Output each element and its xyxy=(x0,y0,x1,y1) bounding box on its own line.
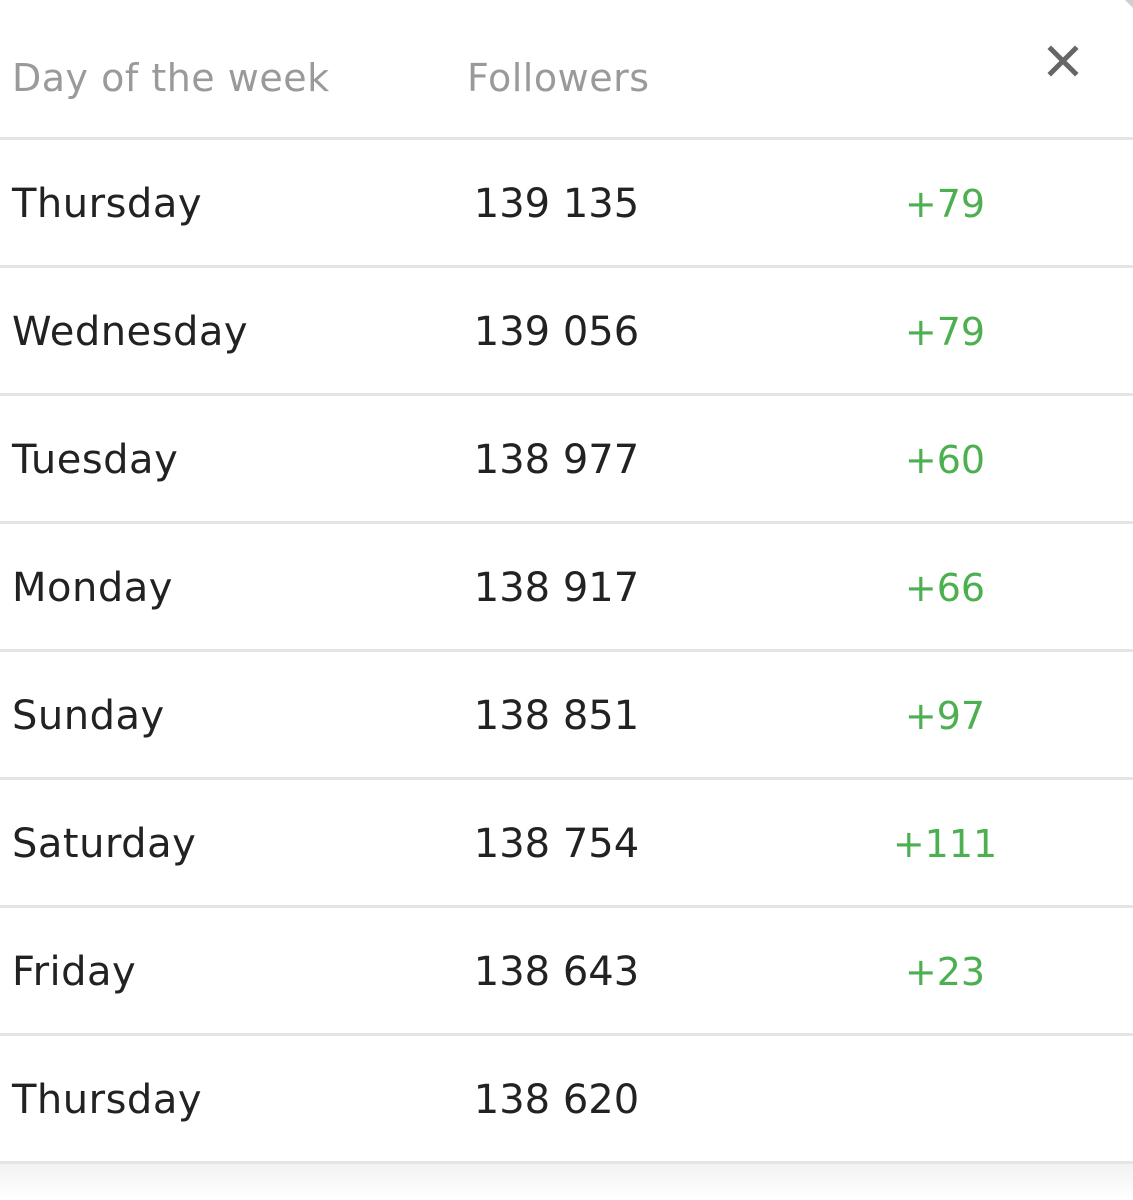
day-cell: Tuesday xyxy=(12,437,179,483)
table-header: Day of the week Followers xyxy=(0,0,1133,140)
close-button[interactable] xyxy=(1040,40,1086,86)
bottom-shadow xyxy=(0,1164,1133,1200)
close-icon xyxy=(1047,45,1079,77)
followers-cell: 138 620 xyxy=(0,1036,1113,1164)
change-cell xyxy=(870,1036,1020,1164)
day-cell: Thursday xyxy=(12,181,202,227)
change-cell: +66 xyxy=(904,566,986,610)
day-cell: Wednesday xyxy=(12,309,249,355)
followers-cell: 139 056 xyxy=(0,268,1113,396)
day-cell: Monday xyxy=(12,565,173,611)
change-cell: +97 xyxy=(904,694,986,738)
table-row: Monday 138 917 +66 xyxy=(0,524,1133,652)
table-row: Wednesday 139 056 +79 xyxy=(0,268,1133,396)
followers-value: 138 917 xyxy=(473,565,640,611)
day-cell: Thursday xyxy=(12,1077,202,1123)
table-row: Saturday 138 754 +111 xyxy=(0,780,1133,908)
followers-value: 138 977 xyxy=(473,437,640,483)
followers-cell: 139 135 xyxy=(0,140,1113,268)
followers-value: 138 754 xyxy=(473,821,640,867)
corner-fold xyxy=(1125,0,1133,8)
followers-value: 138 851 xyxy=(473,693,640,739)
table-row: Thursday 138 620 xyxy=(0,1036,1133,1164)
table-row: Sunday 138 851 +97 xyxy=(0,652,1133,780)
followers-value: 138 620 xyxy=(473,1077,640,1123)
day-cell: Friday xyxy=(12,949,137,995)
day-column-header: Day of the week xyxy=(12,56,330,100)
followers-value: 139 135 xyxy=(473,181,640,227)
table-row: Thursday 139 135 +79 xyxy=(0,140,1133,268)
table-row: Friday 138 643 +23 xyxy=(0,908,1133,1036)
change-cell: +60 xyxy=(904,438,986,482)
followers-column-header: Followers xyxy=(467,56,650,100)
followers-cell: 138 977 xyxy=(0,396,1113,524)
change-cell: +23 xyxy=(904,950,986,994)
day-cell: Sunday xyxy=(12,693,165,739)
change-cell: +111 xyxy=(892,822,998,866)
table-body: Thursday 139 135 +79 Wednesday 139 056 +… xyxy=(0,140,1133,1164)
followers-value: 139 056 xyxy=(473,309,640,355)
followers-cell: 138 643 xyxy=(0,908,1113,1036)
followers-cell: 138 917 xyxy=(0,524,1113,652)
table-row: Tuesday 138 977 +60 xyxy=(0,396,1133,524)
change-cell: +79 xyxy=(904,182,986,226)
change-cell: +79 xyxy=(904,310,986,354)
followers-cell: 138 754 xyxy=(0,780,1113,908)
day-cell: Saturday xyxy=(12,821,197,867)
followers-value: 138 643 xyxy=(473,949,640,995)
followers-cell: 138 851 xyxy=(0,652,1113,780)
